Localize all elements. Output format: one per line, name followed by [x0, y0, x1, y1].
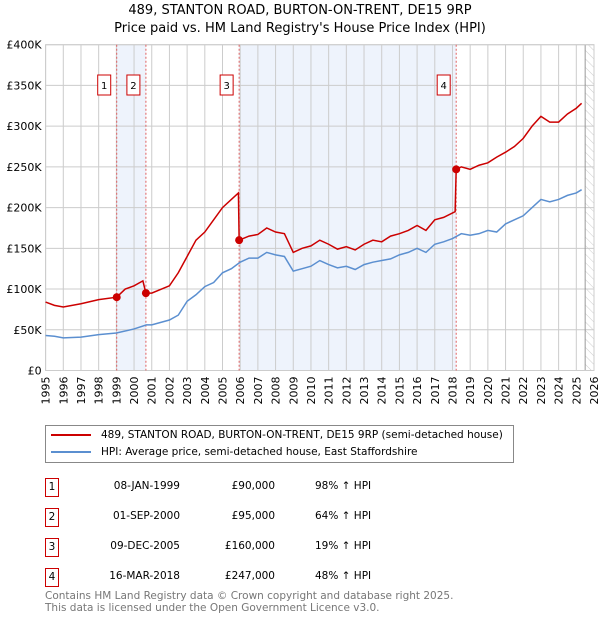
sale-marker-box: 3: [45, 538, 59, 557]
x-tick-label: 2012: [340, 377, 353, 405]
x-tick-label: 2026: [588, 377, 600, 405]
sale-price: £95,000: [231, 510, 275, 522]
plot-area: 1995 1996 1997 1998 1999 2000 2001 2002 2003 2004…: [6, 39, 600, 405]
y-tick-label: £400K: [6, 39, 42, 52]
sale-point: [235, 236, 244, 245]
sale-date: 16-MAR-2018: [109, 570, 180, 582]
sale-price: £160,000: [224, 540, 275, 552]
x-tick-label: 2002: [163, 377, 176, 405]
x-tick-label: 2018: [446, 377, 459, 405]
sale-hpi: 19% ↑ HPI: [315, 540, 372, 552]
chart-title: 489, STANTON ROAD, BURTON-ON-TRENT, DE15…: [0, 2, 600, 38]
sale-marker-box: 4: [45, 568, 59, 587]
x-tick-label: 2001: [146, 377, 159, 405]
x-tick-label: 1995: [40, 377, 53, 405]
x-tick-label: 2010: [305, 377, 318, 405]
sale-row: 3 09-DEC-2005 £160,000 19% ↑ HPI: [45, 538, 445, 558]
x-tick-label: 2008: [270, 377, 283, 405]
x-tick-label: 1999: [110, 377, 123, 405]
footer: Contains HM Land Registry data © Crown c…: [45, 590, 453, 614]
sale-label-box: [126, 74, 141, 96]
x-tick-label: 1997: [75, 377, 88, 405]
x-tick-label: 2014: [376, 377, 389, 405]
x-tick-label: 1998: [93, 377, 106, 405]
y-tick-label: £100K: [6, 283, 42, 296]
sale-marker-box: 2: [45, 508, 59, 527]
legend-label: HPI: Average price, semi-detached house,…: [101, 445, 418, 458]
sale-row: 2 01-SEP-2000 £95,000 64% ↑ HPI: [45, 508, 445, 528]
x-tick-label: 2005: [217, 377, 230, 405]
y-tick-label: £250K: [6, 161, 42, 174]
sale-hpi: 64% ↑ HPI: [315, 510, 372, 522]
legend-swatch-red: [51, 433, 91, 436]
series-line: [45, 102, 583, 308]
series-line: [45, 189, 583, 339]
sale-row: 4 16-MAR-2018 £247,000 48% ↑ HPI: [45, 568, 445, 588]
footer-line: Contains HM Land Registry data © Crown c…: [45, 590, 454, 602]
sale-label: 2: [130, 81, 136, 92]
x-tick-label: 2020: [482, 376, 495, 404]
sale-price: £90,000: [231, 480, 275, 492]
sale-date: 01-SEP-2000: [112, 510, 180, 522]
x-tick-label: 2019: [464, 377, 477, 405]
x-tick-label: 2009: [287, 377, 300, 405]
x-tick-label: 2015: [393, 377, 406, 405]
sale-point: [112, 293, 121, 302]
sale-price: £247,000: [224, 570, 275, 582]
x-tick-label: 2017: [429, 377, 442, 405]
sale-label-box: [219, 74, 234, 96]
x-tick-label: 2004: [199, 377, 212, 405]
legend-item-hpi: HPI: Average price, semi-detached house,…: [46, 443, 513, 460]
y-tick-label: £350K: [6, 79, 42, 92]
sale-row: 1 08-JAN-1999 £90,000 98% ↑ HPI: [45, 478, 445, 498]
sale-marker-box: 1: [45, 478, 59, 497]
y-tick-label: £200K: [6, 202, 42, 215]
y-tick-label: £0: [28, 365, 42, 378]
sale-date: 08-JAN-1999: [113, 480, 180, 492]
x-tick-label: 2016: [411, 377, 424, 405]
y-tick-label: £300K: [6, 120, 42, 133]
x-tick-label: 2024: [553, 377, 566, 405]
y-tick-label: £50K: [13, 324, 42, 337]
sale-label: 4: [441, 81, 447, 92]
legend: 489, STANTON ROAD, BURTON-ON-TRENT, DE15…: [45, 425, 514, 463]
x-tick-label: 2007: [252, 377, 265, 405]
x-tick-label: 2011: [323, 377, 336, 405]
sale-point: [141, 289, 150, 298]
x-tick-label: 2022: [517, 377, 530, 405]
title-line: 489, STANTON ROAD, BURTON-ON-TRENT, DE15…: [128, 3, 472, 18]
y-tick-label: £150K: [6, 242, 42, 255]
plot-frame: [45, 44, 595, 371]
x-tick-label: 1996: [57, 377, 70, 405]
sale-hpi: 48% ↑ HPI: [315, 570, 372, 582]
subtitle-line: Price paid vs. HM Land Registry's House …: [114, 21, 486, 36]
legend-swatch-blue: [51, 450, 91, 453]
legend-label: 489, STANTON ROAD, BURTON-ON-TRENT, DE15…: [101, 428, 503, 441]
sale-hpi: 98% ↑ HPI: [315, 480, 372, 492]
x-tick-label: 2013: [358, 377, 371, 405]
x-tick-label: 2025: [570, 377, 583, 405]
x-tick-label: 2006: [234, 377, 247, 405]
sale-label: 1: [101, 81, 107, 92]
sale-label-box: [436, 74, 451, 96]
sale-point: [452, 165, 461, 174]
footer-line: This data is licensed under the Open Gov…: [45, 602, 380, 614]
legend-item-price: 489, STANTON ROAD, BURTON-ON-TRENT, DE15…: [46, 426, 513, 443]
x-tick-label: 2021: [500, 377, 513, 405]
x-tick-label: 2003: [181, 377, 194, 405]
x-tick-label: 2023: [535, 377, 548, 405]
sale-label-box: [97, 74, 112, 96]
sale-label: 3: [223, 81, 229, 92]
x-tick-label: 2000: [128, 377, 141, 405]
sale-date: 09-DEC-2005: [110, 540, 180, 552]
